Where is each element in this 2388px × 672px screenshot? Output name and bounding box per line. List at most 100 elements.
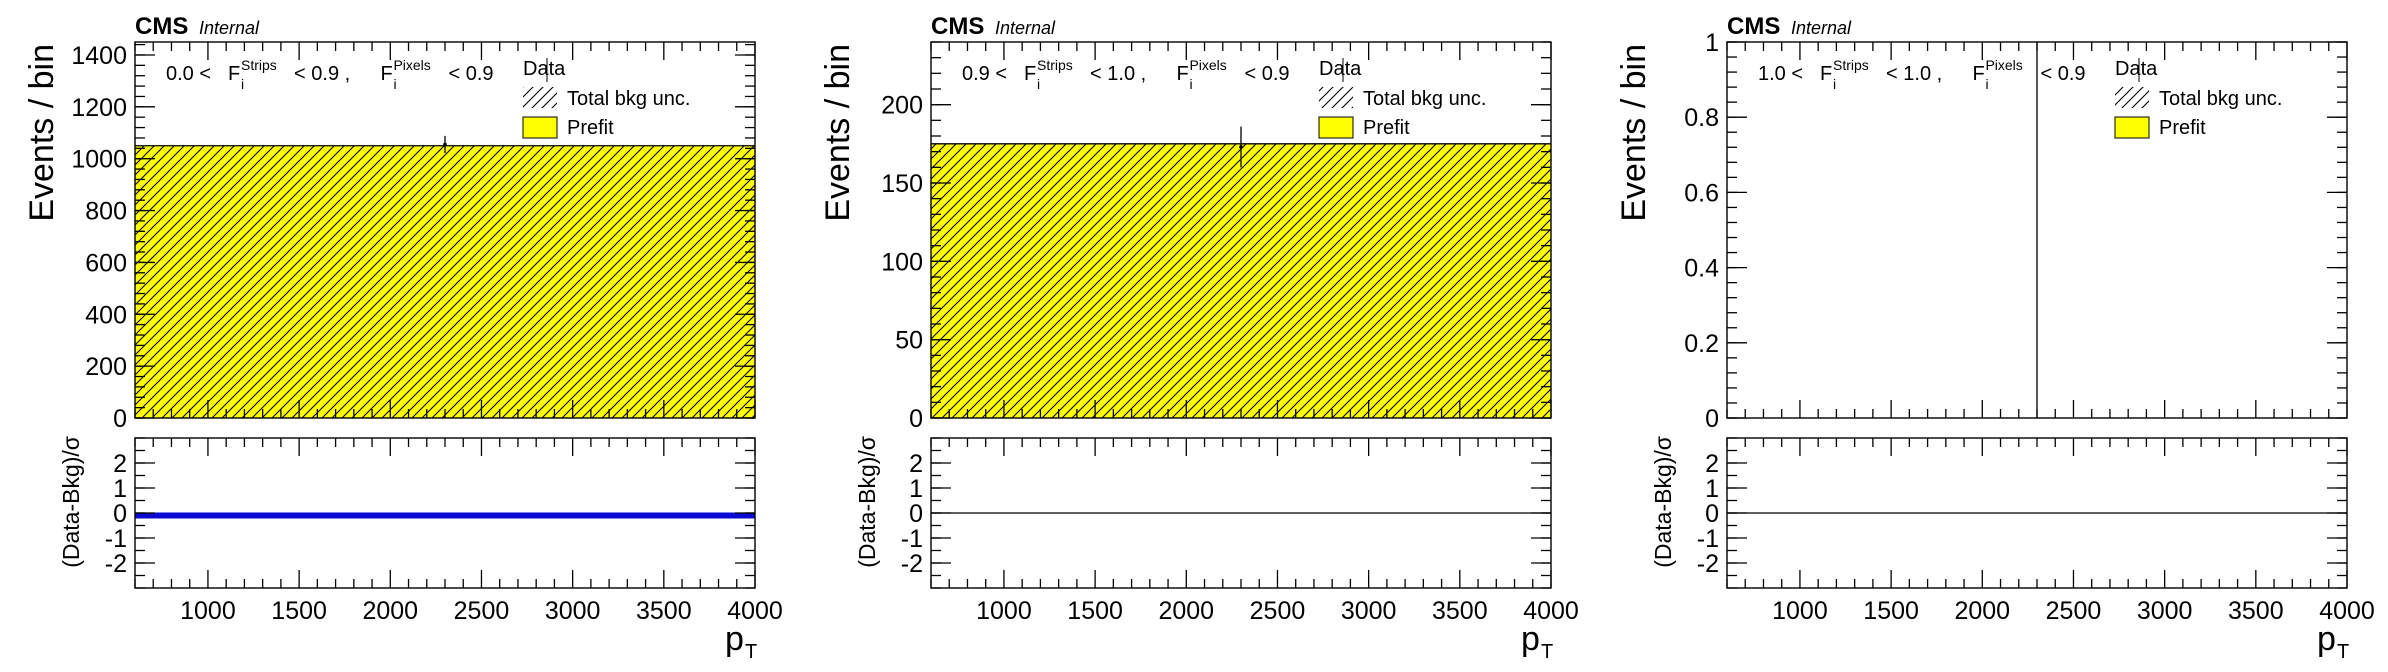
region-annotation-text: F xyxy=(1176,63,1188,85)
ratio-y-axis-title: (Data-Bkg)/σ xyxy=(1650,436,1676,568)
ratio-y-tick-label: 0 xyxy=(909,500,923,528)
ratio-value-bar xyxy=(135,512,755,519)
region-annotation-text: Strips xyxy=(1833,57,1869,73)
experiment-label: CMS xyxy=(135,13,188,40)
x-tick-label: 4000 xyxy=(2319,597,2375,625)
ratio-y-tick-label: 0 xyxy=(113,500,127,528)
bkg-unc-band xyxy=(931,143,1551,419)
region-annotation-text: F xyxy=(228,63,240,85)
x-tick-label: 1500 xyxy=(1863,597,1919,625)
x-tick-label: 3500 xyxy=(2228,597,2284,625)
bkg-unc-band xyxy=(135,145,755,419)
x-axis-title-subscript: T xyxy=(1541,641,1553,663)
x-tick-label: 3500 xyxy=(1432,597,1488,625)
x-tick-label: 3000 xyxy=(545,597,601,625)
legend-unc-label: Total bkg unc. xyxy=(1363,88,1486,110)
chart-panel-2: 0 50 100 150 200 Events / bin CMS Internal 0.9 <… xyxy=(819,13,1579,663)
region-annotation-text: Pixels xyxy=(393,57,430,73)
region-annotation-text: F xyxy=(1820,63,1832,85)
x-tick-label: 1000 xyxy=(180,597,236,625)
x-tick-label: 2000 xyxy=(362,597,418,625)
x-axis-title: p xyxy=(2317,620,2336,658)
y-tick-label: 200 xyxy=(85,353,127,381)
region-annotation-text: 1.0 < xyxy=(1758,63,1803,85)
region-annotation-text: Pixels xyxy=(1985,57,2022,73)
y-tick-label: 800 xyxy=(85,198,127,226)
legend-prefit-swatch xyxy=(1318,116,1354,139)
region-annotation-text: Strips xyxy=(241,57,277,73)
legend-prefit-swatch xyxy=(522,116,558,139)
x-tick-label: 2500 xyxy=(1250,597,1306,625)
legend-prefit-label: Prefit xyxy=(567,117,614,139)
x-tick-label: 2000 xyxy=(1158,597,1214,625)
legend-prefit-label: Prefit xyxy=(2159,117,2206,139)
y-axis-title: Events / bin xyxy=(1615,44,1653,222)
legend-unc-label: Total bkg unc. xyxy=(567,88,690,110)
region-annotation-text: i xyxy=(1985,76,1988,92)
ratio-y-tick-label: -1 xyxy=(1697,525,1719,553)
ratio-y-tick-label: 1 xyxy=(113,475,127,503)
chart-panel-1: 0 200 400 600 800 1000 1200 1400 Events / bin CMS… xyxy=(23,13,783,663)
y-tick-label: 100 xyxy=(881,248,923,276)
ratio-y-tick-label: 1 xyxy=(1705,475,1719,503)
region-annotation-text: i xyxy=(1037,76,1040,92)
legend-data-label: Data xyxy=(2115,58,2158,80)
ratio-y-tick-label: 2 xyxy=(1705,450,1719,478)
y-tick-label: 1400 xyxy=(71,42,127,70)
region-annotation-text: < 1.0 , xyxy=(1886,63,1942,85)
legend-unc-swatch xyxy=(1319,87,1353,108)
y-tick-label: 50 xyxy=(895,327,923,355)
ratio-y-axis-title: (Data-Bkg)/σ xyxy=(58,436,84,568)
x-tick-label: 2500 xyxy=(2046,597,2102,625)
x-tick-label: 3500 xyxy=(636,597,692,625)
ratio-y-tick-label: 1 xyxy=(909,475,923,503)
y-tick-label: 1 xyxy=(1705,29,1719,57)
x-axis-title-subscript: T xyxy=(745,641,757,663)
ratio-y-tick-label: -2 xyxy=(901,550,923,578)
ratio-y-tick-label: -2 xyxy=(1697,550,1719,578)
ratio-y-tick-label: 2 xyxy=(113,450,127,478)
region-annotation-text: Pixels xyxy=(1189,57,1226,73)
x-tick-label: 1500 xyxy=(1067,597,1123,625)
region-annotation-text: i xyxy=(1189,76,1192,92)
region-annotation-text: < 0.9 xyxy=(448,63,493,85)
ratio-y-axis-title: (Data-Bkg)/σ xyxy=(854,436,880,568)
ratio-y-tick-label: -1 xyxy=(105,525,127,553)
ratio-y-tick-label: 0 xyxy=(1705,500,1719,528)
region-annotation-text: i xyxy=(393,76,396,92)
ratio-y-tick-label: -2 xyxy=(105,550,127,578)
status-label: Internal xyxy=(199,18,260,38)
y-tick-label: 1000 xyxy=(71,146,127,174)
y-tick-label: 0 xyxy=(909,405,923,433)
y-tick-label: 150 xyxy=(881,170,923,198)
x-tick-label: 4000 xyxy=(1523,597,1579,625)
legend-unc-label: Total bkg unc. xyxy=(2159,88,2282,110)
legend-prefit-label: Prefit xyxy=(1363,117,1410,139)
region-annotation-text: F xyxy=(1972,63,1984,85)
y-tick-label: 600 xyxy=(85,249,127,277)
x-tick-label: 1500 xyxy=(271,597,327,625)
chart-panel-3: 0 0.2 0.4 0.6 0.8 1 Events / bin CMS Internal 1.0… xyxy=(1615,13,2375,663)
region-annotation-text: F xyxy=(380,63,392,85)
y-tick-label: 0 xyxy=(1705,405,1719,433)
y-tick-label: 400 xyxy=(85,301,127,329)
y-tick-label: 0.8 xyxy=(1684,104,1719,132)
y-tick-label: 1200 xyxy=(71,94,127,122)
x-tick-label: 1000 xyxy=(976,597,1032,625)
x-axis-title: p xyxy=(1521,620,1540,658)
region-annotation-text: < 0.9 xyxy=(2040,63,2085,85)
region-annotation-text: < 0.9 , xyxy=(294,63,350,85)
data-point xyxy=(443,142,447,147)
legend-data-label: Data xyxy=(523,58,566,80)
region-annotation-text: < 1.0 , xyxy=(1090,63,1146,85)
y-tick-label: 200 xyxy=(881,92,923,120)
y-axis-title: Events / bin xyxy=(23,44,61,222)
y-tick-label: 0.2 xyxy=(1684,330,1719,358)
data-point xyxy=(1239,145,1243,149)
status-label: Internal xyxy=(995,18,1056,38)
ratio-y-tick-label: 2 xyxy=(909,450,923,478)
